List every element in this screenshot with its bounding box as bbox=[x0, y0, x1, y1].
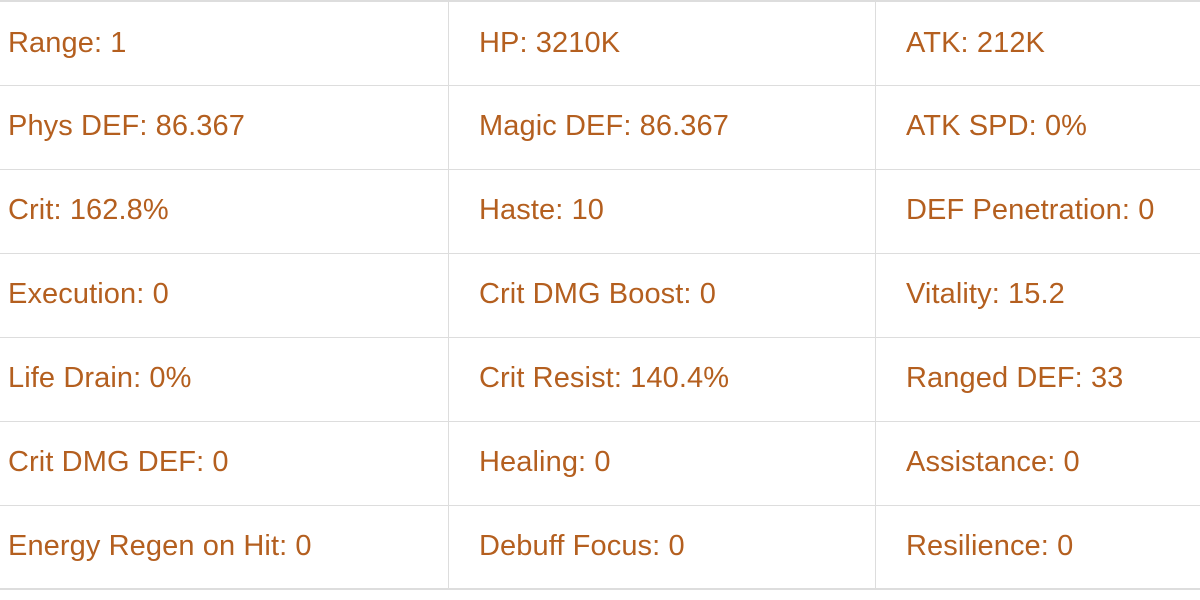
stat-cell-def-penetration: DEF Penetration: 0 bbox=[875, 168, 1200, 254]
stat-cell-ranged-def: Ranged DEF: 33 bbox=[875, 336, 1200, 422]
stat-cell-crit-dmg-boost: Crit DMG Boost: 0 bbox=[448, 252, 876, 338]
stat-cell-resilience: Resilience: 0 bbox=[875, 504, 1200, 590]
stat-cell-crit: Crit: 162.8% bbox=[0, 168, 449, 254]
stat-cell-crit-dmg-def: Crit DMG DEF: 0 bbox=[0, 420, 449, 506]
stats-row: Crit DMG DEF: 0 Healing: 0 Assistance: 0 bbox=[0, 420, 1200, 506]
stat-cell-magic-def: Magic DEF: 86.367 bbox=[448, 84, 876, 170]
stat-cell-vitality: Vitality: 15.2 bbox=[875, 252, 1200, 338]
stats-row: Life Drain: 0% Crit Resist: 140.4% Ranged … bbox=[0, 336, 1200, 422]
stats-row: Execution: 0 Crit DMG Boost: 0 Vitality: 1… bbox=[0, 252, 1200, 338]
stat-cell-healing: Healing: 0 bbox=[448, 420, 876, 506]
stat-cell-assistance: Assistance: 0 bbox=[875, 420, 1200, 506]
stats-row: Energy Regen on Hit: 0 Debuff Focus: 0 Res… bbox=[0, 504, 1200, 590]
stat-cell-haste: Haste: 10 bbox=[448, 168, 876, 254]
stats-row: Phys DEF: 86.367 Magic DEF: 86.367 ATK SPD… bbox=[0, 84, 1200, 170]
stat-cell-atk-spd: ATK SPD: 0% bbox=[875, 84, 1200, 170]
stat-cell-execution: Execution: 0 bbox=[0, 252, 449, 338]
stat-cell-atk: ATK: 212K bbox=[875, 0, 1200, 86]
stat-cell-energy-regen-on-hit: Energy Regen on Hit: 0 bbox=[0, 504, 449, 590]
stat-cell-crit-resist: Crit Resist: 140.4% bbox=[448, 336, 876, 422]
stat-cell-range: Range: 1 bbox=[0, 0, 449, 86]
stat-cell-debuff-focus: Debuff Focus: 0 bbox=[448, 504, 876, 590]
stat-cell-hp: HP: 3210K bbox=[448, 0, 876, 86]
stat-cell-life-drain: Life Drain: 0% bbox=[0, 336, 449, 422]
stat-cell-phys-def: Phys DEF: 86.367 bbox=[0, 84, 449, 170]
stats-row: Range: 1 HP: 3210K ATK: 212K bbox=[0, 0, 1200, 86]
stats-row: Crit: 162.8% Haste: 10 DEF Penetration: 0 bbox=[0, 168, 1200, 254]
